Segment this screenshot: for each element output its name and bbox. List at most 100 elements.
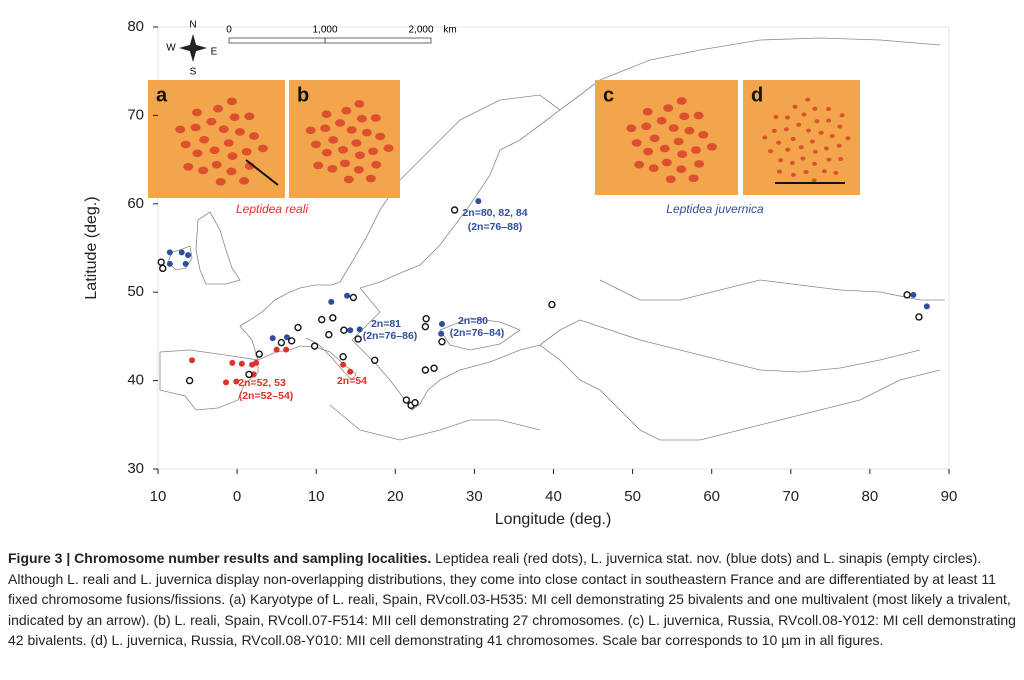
chromosome [838,156,844,161]
x-tick-label: 40 [545,488,562,505]
locality-point [189,357,196,364]
chromosome [814,119,820,124]
x-tick-label: 80 [862,488,879,505]
locality-point [269,335,276,342]
chromosome [383,144,394,152]
chromosome [198,166,209,175]
inset-letter: b [297,84,309,106]
y-tick-label: 30 [127,460,144,477]
y-tick-label: 70 [127,106,144,123]
x-tick-label: 90 [941,488,958,505]
locality-point [166,260,173,267]
chromosome [679,112,690,121]
locality-point [349,293,358,302]
karyotype-annotation: 2n=81 [371,318,401,330]
arrow [245,159,279,186]
chromosome [812,161,818,166]
inset-background [148,80,285,198]
inset-letter: a [156,84,168,106]
x-axis-label: Longitude (deg.) [495,511,612,528]
locality-point [438,338,446,346]
chromosome [668,124,679,132]
chromosome [375,132,386,141]
chromosome [777,169,783,174]
x-tick-label: 10 [150,488,167,505]
locality-point [245,370,253,379]
chromosome [199,135,210,144]
karyotype-annotation: (2n=76–86) [363,330,418,342]
caption-label: Figure 3 | Chromosome number results and… [8,550,432,566]
chromosome [823,146,829,151]
locality-point [318,315,326,324]
chromosome [305,126,316,135]
chromosome [661,158,672,167]
locality-point [923,303,930,310]
chromosome [354,151,365,160]
chromosome [320,124,331,133]
chromosome [239,176,250,185]
locality-point [371,356,379,364]
chromosome [768,149,774,154]
locality-point [450,206,459,214]
chromosome [354,100,365,108]
chromosome [361,128,372,137]
chromosome [313,161,324,170]
locality-point [178,249,185,256]
chromosome [190,123,201,132]
chromosome [175,125,186,134]
locality-point [273,346,280,353]
locality-point [157,258,165,266]
chromosome [837,124,843,129]
chromosome [805,128,811,133]
locality-point [255,350,263,358]
locality-point [347,327,354,334]
chromosome [663,104,674,112]
species-label: Leptidea reali [236,202,308,216]
locality-point [253,359,260,366]
chromosome [812,106,818,111]
chromosome [789,161,795,166]
chromosome [784,115,790,120]
chromosome [818,130,824,135]
chromosome [371,160,382,169]
plot: 30 40 50 60 70 80 10 0 10 20 30 40 50 60 70 80 90 Leptide… [127,18,957,505]
chromosome [798,145,804,150]
locality-point [329,314,337,322]
chromosome [796,122,802,127]
chromosome [226,97,237,106]
chromosome [762,135,768,140]
locality-point [277,338,286,347]
chromosome [677,150,688,159]
locality-point [402,396,411,404]
chromosome [244,112,255,121]
locality-point [185,376,194,385]
inset-background [595,80,738,195]
chromosome [821,169,827,174]
chromosome [192,149,203,158]
scale-bar: 0 1,000 2,000 km [226,25,457,44]
locality-point [340,326,348,334]
chromosome [845,136,851,141]
chromosome [684,126,695,135]
species-label: Leptidea juvernica [666,202,764,216]
locality-point [430,364,438,372]
compass: N E S W [166,20,217,78]
locality-point [475,198,482,205]
chromosome [183,162,194,171]
locality-point [339,353,347,361]
y-axis-label: Latitude (deg.) [83,196,100,299]
chromosome [776,140,782,145]
caption: Figure 3 | Chromosome number results and… [8,548,1016,651]
chromosome [773,114,779,119]
chromosome [192,108,203,117]
locality-point [223,379,230,386]
locality-point [411,399,419,407]
chromosome [631,139,642,147]
chromosome [340,159,351,168]
locality-point [354,335,362,343]
y-tick-label: 80 [127,18,144,35]
chromosome [211,160,222,169]
x-tick-label: 70 [782,488,799,505]
chromosome [321,110,332,119]
